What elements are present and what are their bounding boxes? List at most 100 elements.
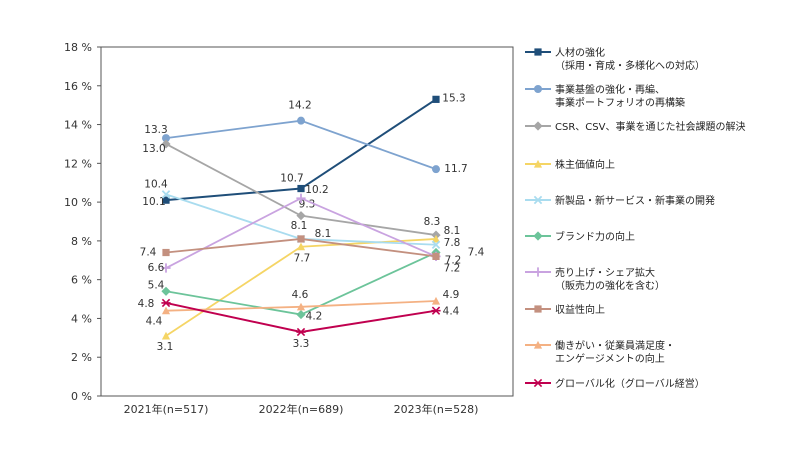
series-9: 4.4 4.6 4.9	[146, 289, 460, 328]
data-label: 4.6	[292, 289, 309, 301]
data-label: 4.4	[146, 316, 163, 328]
data-point-marker	[161, 286, 171, 296]
y-tick-label: 14 %	[64, 119, 92, 132]
legend-item: 新製品・新サービス・新事業の開発	[525, 194, 715, 207]
data-label: 3.1	[157, 341, 174, 353]
y-tick-label: 18 %	[64, 41, 92, 54]
legend-label-line2: エンゲージメントの向上	[555, 352, 665, 365]
plot-area	[100, 46, 514, 397]
legend-label: 株主価値向上	[555, 158, 615, 171]
data-point-marker	[161, 298, 171, 308]
data-point-marker	[296, 309, 306, 320]
data-point-marker	[431, 296, 441, 305]
series-8: 7.4 8.1 7.2	[140, 228, 462, 266]
data-label: 4.8	[138, 298, 155, 310]
series-group: 10.1 10.7 15.3 13.3 14.2 11.713.09.38.3 3.1 7.7…	[138, 92, 485, 353]
data-point-marker	[162, 196, 170, 204]
data-label: 7.2	[444, 262, 461, 274]
data-point-marker	[431, 240, 441, 250]
data-label: 6.6	[148, 262, 165, 274]
data-label: 3.3	[293, 338, 310, 350]
data-point-marker	[161, 306, 171, 315]
x-tick-label: 2023年(n=528)	[394, 402, 479, 416]
legend-marker	[534, 48, 542, 56]
legend-item: グローバル化（グローバル経営）	[525, 377, 705, 390]
legend-label: ブランド力の向上	[555, 230, 635, 243]
y-tick-label: 16 %	[64, 80, 92, 93]
legend-marker	[533, 267, 543, 277]
data-label: 10.4	[144, 178, 168, 190]
data-label: 8.1	[444, 225, 461, 237]
data-label: 15.3	[442, 92, 465, 104]
data-label: 4.9	[443, 289, 460, 301]
data-label: 5.4	[148, 279, 165, 291]
y-tick-label: 2 %	[71, 351, 92, 364]
y-tick-label: 8 %	[71, 235, 92, 248]
series-1: 10.1 10.7 15.3	[142, 92, 465, 208]
y-tick-label: 4 %	[71, 312, 92, 325]
data-label: 11.7	[444, 163, 467, 175]
legend-item: 収益性向上	[525, 303, 605, 316]
data-label: 10.1	[142, 196, 165, 208]
y-tick-label: 0 %	[71, 390, 92, 403]
x-tick-label: 2021年(n=517)	[124, 402, 209, 416]
x-tick-label: 2022年(n=689)	[259, 402, 344, 416]
legend-label: 新製品・新サービス・新事業の開発	[555, 194, 715, 207]
legend-label: グローバル化（グローバル経営）	[555, 377, 705, 390]
legend-item: ブランド力の向上	[525, 230, 635, 243]
data-point-marker	[297, 184, 305, 193]
data-point-marker	[296, 327, 306, 337]
legend-marker	[534, 305, 542, 313]
legend-label: CSR、CSV、事業を通じた社会課題の解決	[555, 120, 745, 133]
data-label: 7.7	[294, 253, 311, 265]
legend-label-line2: （採用・育成・多様化への対応）	[555, 59, 705, 72]
data-point-marker	[297, 116, 305, 125]
data-label: 13.3	[144, 124, 167, 136]
data-label: 8.3	[424, 216, 441, 228]
series-2: 13.3 14.2 11.7	[144, 100, 467, 175]
y-tick-label: 12 %	[64, 157, 92, 170]
series-4: 3.1 7.7 8.1	[157, 225, 461, 353]
legend-marker	[533, 159, 543, 168]
data-point-marker	[432, 165, 440, 174]
y-tick-label: 6 %	[71, 274, 92, 287]
data-point-marker	[162, 248, 170, 257]
data-label: 7.4	[468, 247, 485, 259]
data-point-marker	[297, 235, 305, 243]
legend-item: 株主価値向上	[525, 158, 615, 171]
series-7: 6.6 10.2 7.2	[148, 184, 461, 274]
data-label: 4.2	[306, 311, 323, 323]
data-label: 10.7	[280, 173, 303, 185]
data-point-marker	[431, 234, 441, 243]
legend-marker	[533, 195, 543, 205]
legend-label-line2: 事業ポートフォリオの再構築	[555, 96, 685, 109]
legend-item: 売り上げ・シェア拡大（販売力の強化を含む）	[525, 266, 665, 292]
data-point-marker	[296, 242, 306, 251]
series-line	[165, 119, 437, 170]
legend-label: 事業基盤の強化・再編、	[555, 83, 665, 96]
data-point-marker	[161, 190, 171, 199]
series-3: 13.09.38.3	[142, 139, 441, 240]
data-point-marker	[296, 302, 306, 311]
series-10: 4.8 3.3 4.4	[138, 298, 460, 350]
legend-marker	[533, 378, 543, 388]
data-label: 13.0	[142, 143, 165, 155]
data-point-marker	[432, 95, 440, 103]
data-label: 10.2	[305, 184, 328, 196]
data-label: 7.8	[444, 237, 461, 249]
data-point-marker	[162, 134, 170, 143]
series-5: 10.48.17.8	[144, 178, 461, 250]
data-point-marker	[432, 252, 440, 260]
legend: 人材の強化（採用・育成・多様化への対応） 事業基盤の強化・再編、事業ポートフォリオ…	[525, 46, 745, 390]
data-label: 8.1	[315, 228, 332, 240]
legend-item: 働きがい・従業員満足度・エンゲージメントの向上	[525, 339, 675, 365]
legend-item: 事業基盤の強化・再編、事業ポートフォリオの再構築	[525, 83, 685, 109]
data-point-marker	[296, 193, 306, 203]
legend-marker	[533, 231, 543, 241]
legend-label: 働きがい・従業員満足度・	[555, 339, 675, 352]
legend-label: 人材の強化	[555, 46, 605, 59]
data-label: 7.2	[445, 254, 462, 266]
data-point-marker	[431, 306, 441, 315]
